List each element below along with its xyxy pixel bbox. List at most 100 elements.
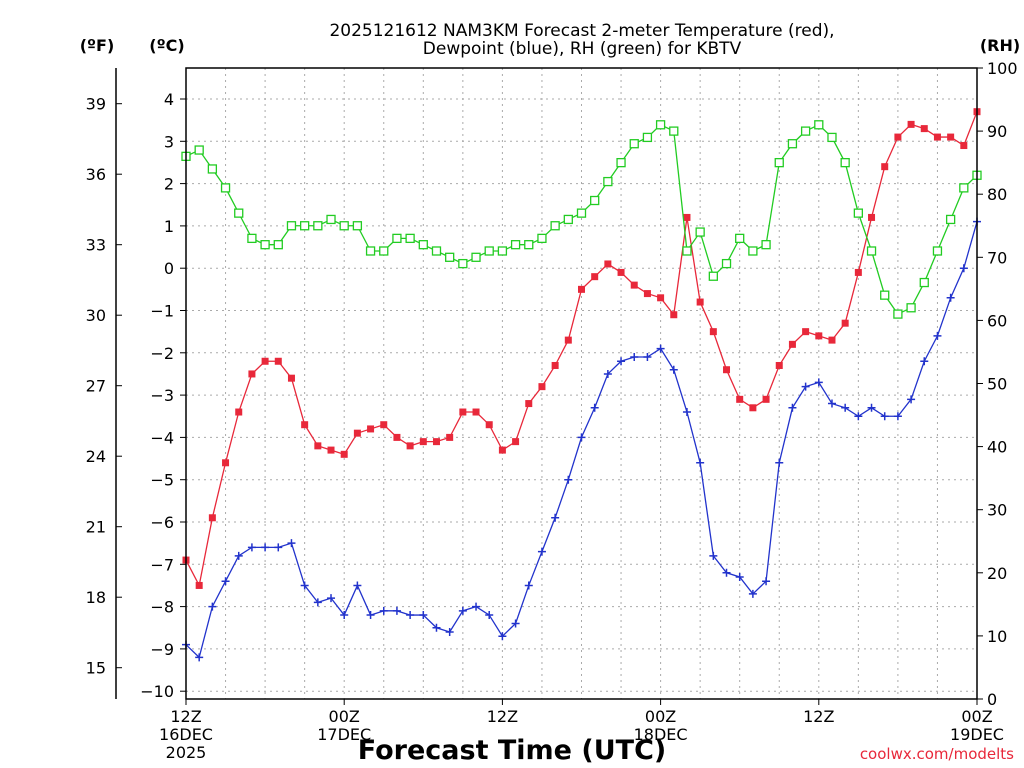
x-tick-label: 12Z: [170, 707, 201, 726]
temperature-point: [591, 273, 599, 281]
fahrenheit-unit-label: (ºF): [80, 36, 115, 55]
temperature-point: [881, 163, 889, 171]
rh-point: [616, 157, 626, 168]
dewpoint-point: [709, 551, 718, 560]
rh-point: [576, 208, 587, 218]
dewpoint-point: [669, 365, 678, 374]
dewpoint-point: [313, 598, 322, 607]
temperature-point: [854, 268, 862, 276]
x-axis-title: Forecast Time (UTC): [358, 735, 666, 766]
rh-point: [748, 246, 758, 256]
rh-point: [339, 221, 349, 231]
dewpoint-point: [682, 408, 691, 417]
rh-tick-label: 90: [987, 122, 1007, 141]
temperature-point: [736, 395, 744, 403]
dewpoint-point: [827, 399, 836, 408]
rh-point: [326, 214, 336, 225]
rh-point: [510, 240, 521, 250]
temperature-point: [525, 400, 533, 408]
rh-tick-label: 80: [987, 185, 1007, 204]
temperature-point: [208, 514, 216, 522]
rh-point: [352, 221, 363, 231]
temperature-point: [828, 336, 836, 344]
dewpoint-point: [893, 412, 902, 421]
temperature-point: [749, 404, 757, 412]
dewpoint-point: [696, 458, 705, 467]
rh-point: [207, 164, 218, 174]
rh-tick-label: 20: [987, 564, 1007, 583]
rh-point: [932, 246, 943, 256]
rh-point: [286, 221, 297, 231]
x-tick-label: 12Z: [487, 707, 518, 726]
temperature-point: [248, 370, 256, 378]
temperature-point: [894, 133, 902, 141]
temperature-point: [802, 328, 810, 336]
temperature-point: [933, 133, 941, 141]
fahrenheit-tick-label: 33: [86, 236, 106, 255]
dewpoint-point: [907, 395, 916, 404]
rh-point: [563, 214, 573, 225]
temperature-point: [643, 290, 651, 298]
temperature-point: [261, 357, 269, 365]
dewpoint-point: [603, 369, 612, 378]
rh-point: [247, 233, 257, 244]
temperature-point: [775, 361, 783, 369]
axis-ticks: 43210−1−2−3−4−5−6−7−8−9−1039363330272421…: [86, 59, 1018, 762]
temperature-point: [195, 581, 203, 589]
temperature-point: [419, 438, 427, 446]
rh-point: [418, 240, 428, 250]
rh-point: [299, 221, 310, 231]
rh-point: [655, 120, 666, 130]
temperature-point: [340, 450, 348, 458]
dewpoint-point: [814, 378, 823, 387]
rh-tick-label: 70: [987, 248, 1007, 267]
dewpoint-point: [762, 577, 771, 586]
temperature-point: [564, 336, 572, 344]
dewpoint-point: [801, 382, 810, 391]
rh-point: [827, 132, 837, 143]
temperature-point: [788, 340, 796, 348]
celsius-tick-label: −4: [150, 428, 174, 447]
rh-point: [959, 183, 969, 193]
dewpoint-point: [564, 475, 573, 484]
celsius-tick-label: −8: [150, 598, 174, 617]
dewpoint-point: [221, 577, 230, 586]
x-tick-label: 2025: [166, 743, 207, 762]
temperature-point: [868, 213, 876, 221]
temperature-point: [617, 268, 625, 276]
chart-title-line1: 2025121612 NAM3KM Forecast 2-meter Tempe…: [329, 21, 834, 41]
temperature-point: [960, 142, 968, 150]
rh-unit-label: (RH): [980, 36, 1020, 55]
temperature-point: [274, 357, 282, 365]
rh-point: [365, 246, 376, 256]
celsius-tick-label: −7: [150, 555, 174, 574]
rh-point: [273, 240, 283, 250]
dewpoint-point: [867, 403, 876, 412]
temperature-point: [841, 319, 849, 327]
x-tick-label: 19DEC: [950, 725, 1004, 744]
dewpoint-point: [458, 606, 467, 615]
dewpoint-point: [854, 412, 863, 421]
celsius-tick-label: −1: [150, 302, 174, 321]
rh-point: [774, 157, 784, 168]
dewpoint-point: [946, 293, 955, 302]
dewpoint-point: [617, 357, 626, 366]
dewpoint-point: [432, 623, 441, 632]
rh-point: [669, 126, 679, 136]
rh-point: [220, 183, 231, 193]
x-tick-label: 17DEC: [317, 725, 371, 744]
dewpoint-point: [959, 264, 968, 273]
x-tick-label: 18DEC: [634, 725, 688, 744]
dewpoint-point: [735, 572, 744, 581]
rh-tick-label: 0: [987, 690, 997, 709]
dewpoint-point: [327, 594, 336, 603]
dewpoint-point: [511, 619, 520, 628]
dewpoint-point: [590, 403, 599, 412]
temperature-point: [578, 285, 585, 293]
rh-point: [919, 277, 929, 288]
dewpoint-point: [656, 344, 665, 353]
rh-tick-label: 30: [987, 501, 1007, 520]
dewpoint-point: [630, 353, 639, 362]
temperature-point: [683, 213, 691, 221]
dewpoint-point: [195, 653, 204, 662]
